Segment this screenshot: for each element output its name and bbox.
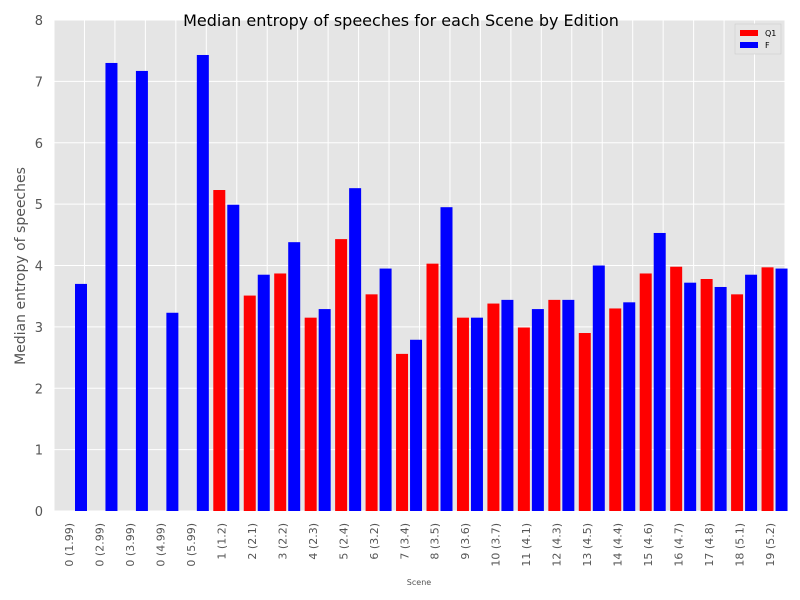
legend: Q1 F	[734, 23, 782, 55]
bar-q1-5	[213, 190, 226, 512]
bar-f-23	[775, 268, 788, 511]
y-tick-label: 8	[35, 14, 43, 29]
x-tick-label: 1 (1.2)	[216, 523, 229, 560]
bar-f-11	[410, 339, 423, 511]
legend-label-q1: Q1	[765, 29, 776, 38]
bar-f-1	[105, 62, 118, 512]
chart-title: Median entropy of speeches for each Scen…	[183, 11, 619, 30]
x-tick-label: 2 (2.1)	[246, 523, 259, 560]
bars	[75, 54, 788, 512]
x-tick-label: 8 (3.5)	[429, 523, 442, 560]
x-tick-label: 9 (3.6)	[459, 523, 472, 560]
y-tick-label: 5	[35, 198, 43, 213]
bar-f-5	[227, 204, 240, 511]
x-axis-label: Scene	[407, 578, 431, 587]
bar-q1-11	[396, 353, 409, 511]
bar-q1-15	[517, 327, 530, 511]
x-axis-ticks: 0 (1.99) 0 (2.99) 0 (3.99) 0 (4.99) 0 (5.99)…	[63, 523, 777, 567]
bar-q1-19	[639, 273, 652, 511]
bar-f-3	[166, 312, 179, 511]
y-tick-label: 2	[35, 382, 43, 397]
bar-f-7	[288, 242, 301, 512]
x-tick-label: 5 (2.4)	[337, 523, 350, 560]
bar-f-16	[562, 299, 575, 511]
x-tick-label: 14 (4.4)	[611, 523, 624, 567]
y-tick-label: 7	[35, 75, 43, 90]
x-tick-label: 10 (3.7)	[490, 523, 503, 567]
bar-f-12	[440, 207, 453, 511]
bar-q1-23	[761, 267, 774, 511]
bar-q1-18	[609, 308, 622, 511]
bar-q1-13	[456, 317, 469, 511]
y-tick-label: 6	[35, 137, 43, 152]
x-tick-label: 17 (4.8)	[703, 523, 716, 567]
x-tick-label: 0 (5.99)	[185, 523, 198, 567]
bar-q1-9	[335, 239, 348, 511]
bar-f-8	[318, 309, 331, 511]
bar-f-6	[257, 274, 270, 511]
bar-f-14	[501, 299, 514, 511]
bar-q1-20	[670, 266, 683, 511]
x-tick-label: 11 (4.1)	[520, 523, 533, 567]
x-tick-label: 3 (2.2)	[276, 523, 289, 560]
legend-box	[734, 23, 782, 55]
x-tick-label: 19 (5.2)	[764, 523, 777, 567]
x-tick-label: 0 (3.99)	[124, 523, 137, 567]
bar-f-9	[349, 188, 362, 512]
x-tick-label: 7 (3.4)	[398, 523, 411, 560]
bar-f-13	[470, 317, 483, 511]
y-axis-label: Median entropy of speeches	[13, 167, 29, 365]
bar-q1-21	[700, 279, 713, 511]
x-tick-label: 4 (2.3)	[307, 523, 320, 560]
x-tick-label: 0 (4.99)	[155, 523, 168, 567]
x-tick-label: 13 (4.5)	[581, 523, 594, 567]
bar-q1-12	[426, 263, 439, 511]
bar-q1-16	[548, 299, 561, 511]
bar-q1-14	[487, 303, 500, 511]
bar-f-2	[135, 70, 148, 511]
x-tick-label: 16 (4.7)	[672, 523, 685, 567]
bar-f-0	[75, 283, 87, 511]
x-tick-label: 6 (3.2)	[368, 523, 381, 560]
bar-f-21	[714, 286, 727, 511]
bar-f-4	[196, 54, 209, 511]
legend-swatch-f	[740, 42, 758, 48]
y-tick-label: 0	[35, 505, 43, 520]
bar-q1-17	[578, 333, 591, 511]
legend-swatch-q1	[740, 30, 758, 36]
bar-f-22	[745, 274, 758, 511]
bar-q1-8	[304, 317, 317, 511]
y-tick-label: 3	[35, 321, 43, 336]
bar-f-19	[653, 232, 666, 511]
bar-q1-10	[365, 294, 378, 511]
x-tick-label: 18 (5.1)	[733, 523, 746, 567]
bar-q1-22	[731, 294, 744, 511]
bar-f-17	[592, 265, 605, 511]
y-tick-label: 1	[35, 444, 43, 459]
x-tick-label: 0 (2.99)	[94, 523, 107, 567]
bar-f-20	[684, 282, 697, 511]
bar-q1-7	[274, 273, 287, 511]
bar-f-15	[531, 309, 544, 511]
bar-f-18	[623, 302, 636, 511]
y-axis-ticks: 0 1 2 3 4 5 6 7 8	[35, 14, 43, 520]
x-tick-label: 15 (4.6)	[642, 523, 655, 567]
bar-f-10	[379, 268, 392, 511]
x-tick-label: 12 (4.3)	[551, 523, 564, 567]
y-tick-label: 4	[35, 260, 43, 275]
bar-q1-6	[243, 295, 256, 511]
x-tick-label: 0 (1.99)	[63, 523, 76, 567]
legend-label-f: F	[765, 41, 770, 50]
